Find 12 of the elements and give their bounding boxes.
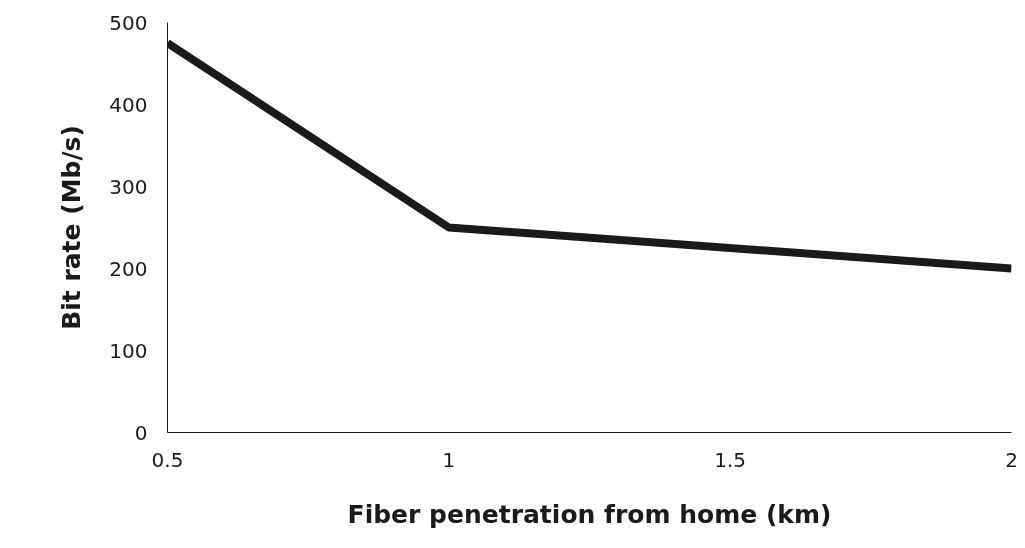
x-tick-label: 2 <box>1005 447 1018 472</box>
x-tick-label: 0.5 <box>151 447 184 472</box>
y-tick-label: 100 <box>109 338 148 363</box>
y-tick-label: 200 <box>109 256 148 281</box>
y-tick-label: 300 <box>109 174 148 199</box>
x-tick-label: 1.5 <box>714 447 747 472</box>
y-axis-title: Bit rate (Mb/s) <box>57 125 87 330</box>
x-axis-title: Fiber penetration from home (km) <box>347 499 832 529</box>
y-tick-label: 500 <box>109 10 148 35</box>
x-tick-label: 1 <box>442 447 456 472</box>
y-tick-label: 0 <box>134 420 148 445</box>
y-tick-label: 400 <box>109 92 148 117</box>
